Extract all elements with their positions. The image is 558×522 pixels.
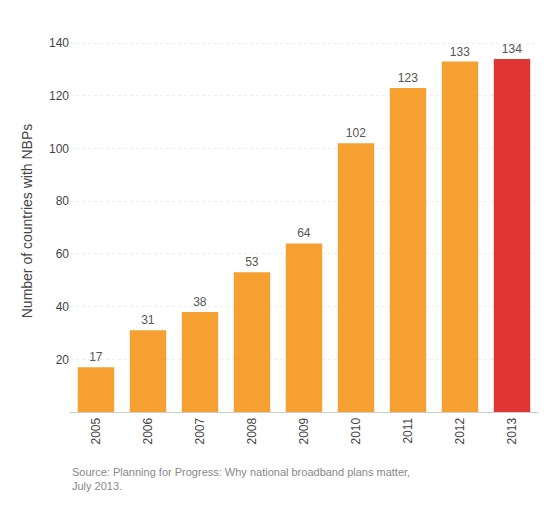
- svg-text:40: 40: [56, 300, 70, 314]
- svg-text:2010: 2010: [349, 417, 363, 444]
- svg-text:2012: 2012: [453, 417, 467, 444]
- svg-text:140: 140: [49, 36, 69, 50]
- svg-text:2011: 2011: [401, 417, 415, 443]
- svg-text:80: 80: [56, 194, 70, 208]
- svg-text:2013: 2013: [505, 417, 519, 444]
- svg-text:2007: 2007: [193, 417, 207, 444]
- svg-text:2005: 2005: [89, 417, 103, 444]
- svg-text:53: 53: [245, 255, 259, 269]
- svg-text:64: 64: [297, 226, 311, 240]
- svg-text:Source: Planning for Progress:: Source: Planning for Progress: Why natio…: [72, 466, 410, 492]
- svg-text:17: 17: [89, 350, 103, 364]
- svg-text:102: 102: [346, 126, 366, 140]
- svg-text:100: 100: [49, 142, 69, 156]
- svg-text:38: 38: [193, 295, 207, 309]
- svg-text:134: 134: [502, 42, 522, 56]
- svg-text:60: 60: [56, 247, 70, 261]
- svg-text:120: 120: [49, 89, 69, 103]
- svg-text:123: 123: [398, 71, 418, 85]
- svg-text:2009: 2009: [297, 417, 311, 444]
- svg-text:31: 31: [141, 313, 155, 327]
- svg-text:Number of countries with NBPs: Number of countries with NBPs: [19, 124, 35, 319]
- svg-text:133: 133: [450, 45, 470, 59]
- svg-text:20: 20: [56, 353, 70, 367]
- svg-text:2006: 2006: [141, 417, 155, 444]
- svg-text:2008: 2008: [245, 417, 259, 444]
